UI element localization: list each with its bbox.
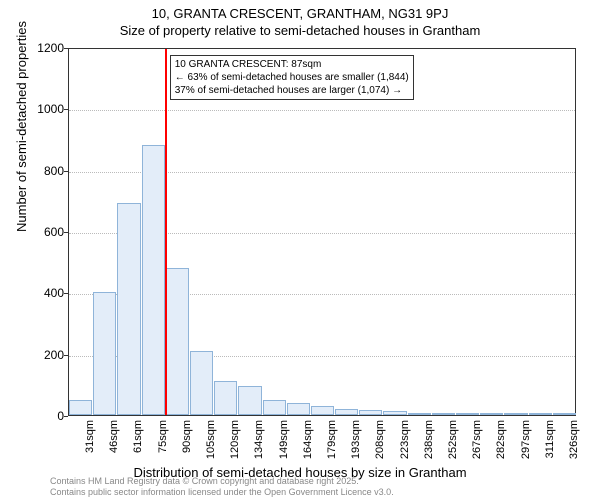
xtick-label: 61sqm	[132, 420, 144, 460]
xtick-label: 297sqm	[520, 420, 532, 460]
xtick-label: 105sqm	[205, 420, 217, 460]
xtick-label: 134sqm	[253, 420, 265, 460]
ytick-label: 800	[24, 164, 64, 178]
histogram-bar	[142, 145, 165, 415]
ytick-label: 200	[24, 348, 64, 362]
ytick-label: 0	[24, 409, 64, 423]
histogram-bar	[504, 413, 527, 415]
ytick-mark	[64, 48, 68, 49]
reference-line	[165, 49, 167, 415]
histogram-bar	[383, 411, 406, 415]
histogram-bar	[553, 413, 576, 415]
ytick-mark	[64, 109, 68, 110]
ytick-mark	[64, 232, 68, 233]
xtick-label: 311sqm	[544, 420, 556, 460]
xtick-label: 164sqm	[302, 420, 314, 460]
xtick-label: 326sqm	[568, 420, 580, 460]
xtick-label: 193sqm	[350, 420, 362, 460]
gridline	[69, 110, 575, 111]
chart-title-sub: Size of property relative to semi-detach…	[0, 21, 600, 38]
histogram-bar	[359, 410, 382, 415]
xtick-label: 75sqm	[157, 420, 169, 460]
ytick-mark	[64, 416, 68, 417]
chart-container: 10, GRANTA CRESCENT, GRANTHAM, NG31 9PJ …	[0, 0, 600, 500]
xtick-label: 252sqm	[447, 420, 459, 460]
xtick-label: 267sqm	[471, 420, 483, 460]
annotation-line3: 37% of semi-detached houses are larger (…	[175, 84, 409, 97]
attribution-line1: Contains HM Land Registry data © Crown c…	[50, 476, 394, 487]
attribution-text: Contains HM Land Registry data © Crown c…	[50, 476, 394, 498]
annotation-line2: ← 63% of semi-detached houses are smalle…	[175, 71, 409, 84]
histogram-bar	[93, 292, 116, 415]
xtick-label: 208sqm	[374, 420, 386, 460]
histogram-bar	[263, 400, 286, 415]
xtick-label: 120sqm	[229, 420, 241, 460]
histogram-bar	[408, 413, 431, 415]
annotation-box: 10 GRANTA CRESCENT: 87sqm← 63% of semi-d…	[170, 55, 414, 100]
xtick-label: 282sqm	[495, 420, 507, 460]
histogram-bar	[287, 403, 310, 415]
ytick-label: 1000	[24, 102, 64, 116]
ytick-label: 600	[24, 225, 64, 239]
ytick-label: 1200	[24, 41, 64, 55]
histogram-bar	[432, 413, 455, 415]
histogram-bar	[480, 413, 503, 415]
histogram-bar	[335, 409, 358, 415]
histogram-bar	[311, 406, 334, 415]
xtick-label: 31sqm	[84, 420, 96, 460]
xtick-label: 90sqm	[181, 420, 193, 460]
annotation-line1: 10 GRANTA CRESCENT: 87sqm	[175, 58, 409, 71]
xtick-label: 46sqm	[108, 420, 120, 460]
plot-area: 10 GRANTA CRESCENT: 87sqm← 63% of semi-d…	[68, 48, 576, 416]
histogram-bar	[117, 203, 140, 415]
xtick-label: 149sqm	[278, 420, 290, 460]
ytick-mark	[64, 293, 68, 294]
histogram-bar	[166, 268, 189, 415]
xtick-label: 223sqm	[399, 420, 411, 460]
xtick-label: 179sqm	[326, 420, 338, 460]
histogram-bar	[190, 351, 213, 415]
attribution-line2: Contains public sector information licen…	[50, 487, 394, 498]
ytick-label: 400	[24, 286, 64, 300]
chart-title-main: 10, GRANTA CRESCENT, GRANTHAM, NG31 9PJ	[0, 0, 600, 21]
xtick-label: 238sqm	[423, 420, 435, 460]
histogram-bar	[529, 413, 552, 415]
histogram-bar	[456, 413, 479, 415]
histogram-bar	[69, 400, 92, 415]
ytick-mark	[64, 171, 68, 172]
histogram-bar	[238, 386, 261, 415]
histogram-bar	[214, 381, 237, 415]
ytick-mark	[64, 355, 68, 356]
